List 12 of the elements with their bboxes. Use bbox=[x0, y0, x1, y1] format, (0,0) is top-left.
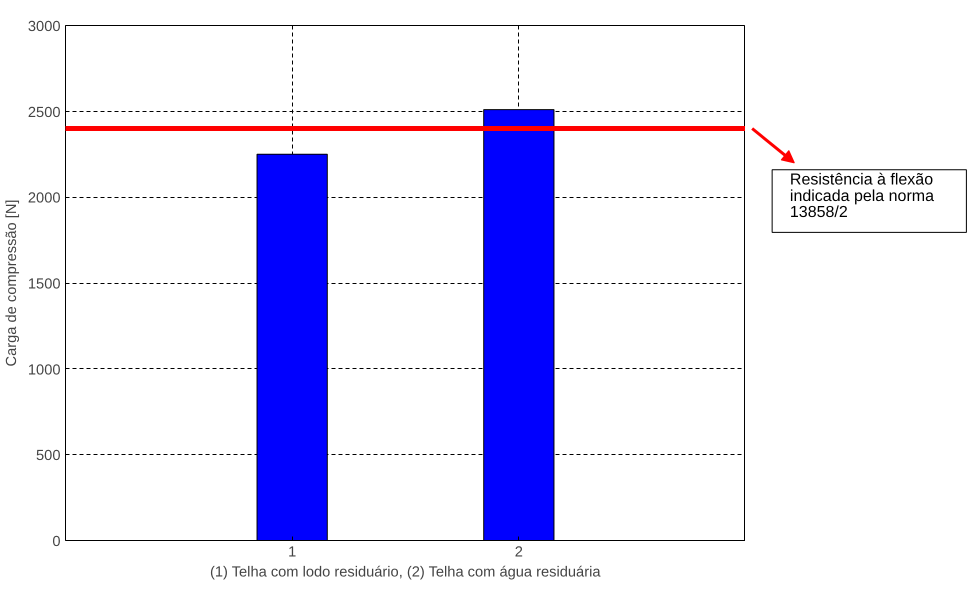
x-axis-title: (1) Telha com lodo residuário, (2) Telha com água residuária bbox=[210, 564, 602, 580]
legend-label: Resistência à flexão indicada pela norma 13858/2 bbox=[790, 172, 934, 222]
y-axis-title: Carga de compressão [N] bbox=[4, 199, 20, 366]
y-tick-label: 1000 bbox=[28, 362, 61, 378]
y-tick-label: 2000 bbox=[28, 190, 61, 207]
x-tick-label: 1 bbox=[288, 544, 296, 560]
y-tick-label: 500 bbox=[36, 448, 61, 464]
y-tick-label: 1500 bbox=[28, 276, 61, 292]
y-tick-label: 0 bbox=[52, 534, 61, 550]
y-tick-label: 2500 bbox=[28, 104, 61, 121]
y-tick-label: 3000 bbox=[28, 19, 61, 35]
x-tick-label: 2 bbox=[514, 544, 523, 560]
